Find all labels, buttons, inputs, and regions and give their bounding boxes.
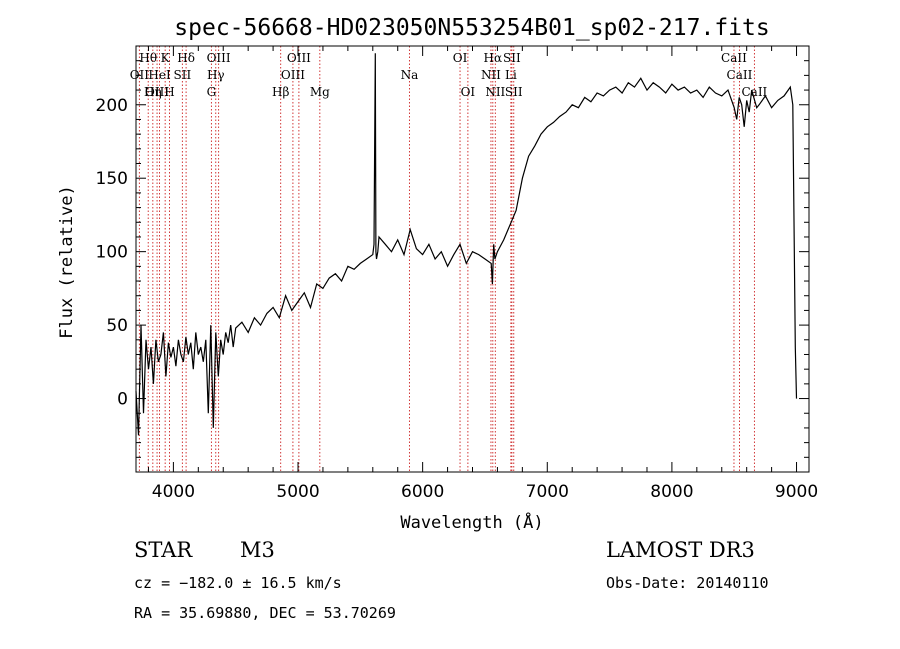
observation-date: Obs-Date: 20140110 [606,574,769,592]
spectral-line-label: CaII [721,51,747,65]
spectral-line-label: Na [401,68,419,82]
spectral-line-label: K [161,51,171,65]
subclass: M3 [240,538,275,562]
plot-frame [135,45,810,473]
spectral-line-label: Hθ [139,51,157,65]
x-axis-ticks: 4000 5000 6000 7000 8000 9000 [147,46,818,502]
coordinates: RA = 35.69880, DEC = 53.70269 [134,604,396,622]
spectral-line-label: Hδ [177,51,195,65]
spectral-line-label: NII [485,85,505,99]
object-type: STAR [134,538,193,562]
flux-series-line [135,53,798,436]
x-tick-label: 4000 [152,482,195,502]
spectral-line-label: Hα [484,51,503,65]
spectral-line-label: OI [461,85,476,99]
chart-title: spec-56668-HD023050N553254B01_sp02-217.f… [174,15,769,41]
spectral-line-label: NII [481,68,501,82]
spectral-line-label: Mg [310,85,330,99]
spectral-line-label: CaII [741,85,767,99]
spectral-line-label: SII [505,85,523,99]
spectral-line-label: OIII [281,68,305,82]
y-tick-label: 150 [96,169,128,189]
x-tick-label: 6000 [401,482,444,502]
y-axis-ticks: 0 50 100 150 200 [96,45,809,458]
spectral-line-label: HeI [148,68,171,82]
spectral-line-label: Li [505,68,517,82]
spectral-line-label: H [164,85,174,99]
y-axis-label: Flux (relative) [57,185,77,339]
spectral-line-label: SII [503,51,521,65]
spectral-line-label: OIII [287,51,311,65]
spectral-line-label: CaII [727,68,753,82]
redshift-cz: cz = −182.0 ± 16.5 km/s [134,574,342,592]
x-tick-label: 8000 [650,482,693,502]
spectral-line-label: G [207,85,217,99]
spectral-line-label: OIII [145,85,169,99]
spectral-line-label: SII [174,68,192,82]
spectral-line-label: Hγ [207,68,225,82]
survey-name: LAMOST DR3 [606,538,755,562]
spectral-line-label: OI [453,51,468,65]
spectral-line-label: OIII [207,51,231,65]
spectral-line-label: Hη [144,85,162,99]
y-tick-label: 100 [96,243,128,263]
x-tick-label: 9000 [775,482,818,502]
y-tick-label: 50 [106,316,128,336]
x-tick-label: 7000 [526,482,569,502]
spectral-line-markers [138,46,755,472]
y-tick-label: 200 [96,96,128,116]
spectral-line-label: Hβ [272,85,289,99]
x-axis-label: Wavelength (Å) [400,511,543,533]
y-tick-label: 0 [117,390,128,410]
x-tick-label: 5000 [276,482,319,502]
